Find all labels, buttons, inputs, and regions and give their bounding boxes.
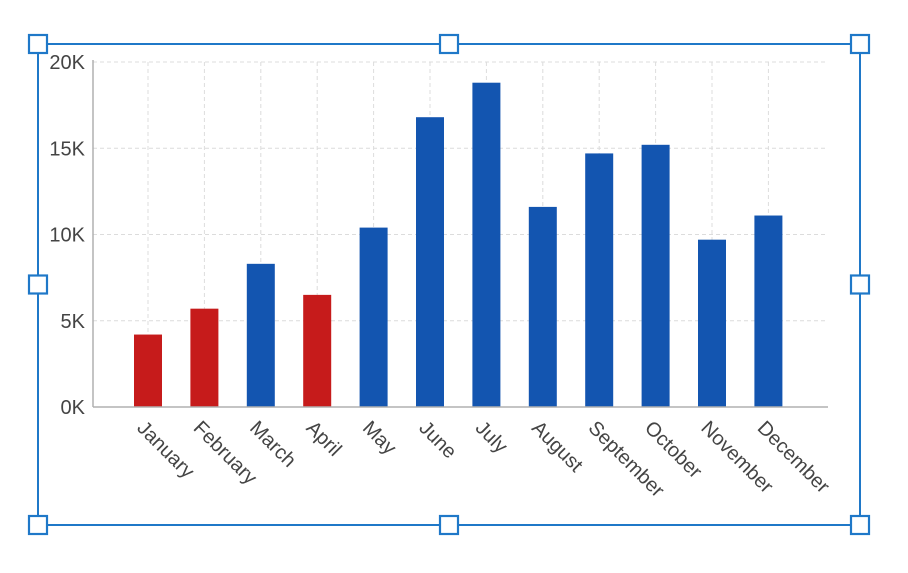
x-tick-label: August bbox=[527, 417, 587, 477]
x-tick-label: January bbox=[132, 417, 198, 483]
selection-frame[interactable] bbox=[27, 33, 871, 536]
y-tick-label: 0K bbox=[61, 397, 86, 419]
y-tick-label: 20K bbox=[49, 52, 85, 74]
bar-january bbox=[134, 334, 162, 407]
resize-handle-top-right[interactable] bbox=[849, 33, 871, 55]
bar-october bbox=[641, 144, 670, 408]
x-tick-label: June bbox=[414, 417, 460, 463]
y-tick-label: 10K bbox=[49, 225, 85, 247]
resize-handle-top-left[interactable] bbox=[27, 33, 49, 55]
resize-handle-bottom-right[interactable] bbox=[849, 514, 871, 536]
bar-november bbox=[698, 239, 726, 407]
y-tick-labels: 0K 5K 10K 15K 20K bbox=[49, 52, 85, 419]
bar-july bbox=[472, 82, 501, 407]
x-tick-label: May bbox=[358, 417, 400, 459]
x-tick-label: April bbox=[302, 417, 346, 461]
bar-august bbox=[528, 206, 557, 407]
resize-handle-middle-left[interactable] bbox=[27, 274, 49, 295]
bar-may bbox=[359, 227, 388, 407]
bar-february bbox=[190, 308, 219, 407]
resize-handle-middle-right[interactable] bbox=[849, 274, 871, 295]
bar-june bbox=[416, 117, 444, 407]
y-tick-label: 5K bbox=[61, 311, 86, 333]
bar-december bbox=[754, 215, 783, 407]
bar-march bbox=[246, 263, 275, 407]
x-tick-label: July bbox=[471, 417, 512, 458]
bar-april bbox=[303, 294, 332, 407]
resize-handle-top-center[interactable] bbox=[438, 33, 460, 55]
resize-handle-bottom-left[interactable] bbox=[27, 514, 49, 536]
bar-september bbox=[585, 153, 614, 407]
x-tick-label: March bbox=[245, 417, 300, 472]
y-tick-label: 15K bbox=[49, 138, 85, 160]
resize-handle-bottom-center[interactable] bbox=[438, 514, 460, 536]
axes bbox=[92, 60, 828, 408]
bars bbox=[134, 82, 783, 408]
